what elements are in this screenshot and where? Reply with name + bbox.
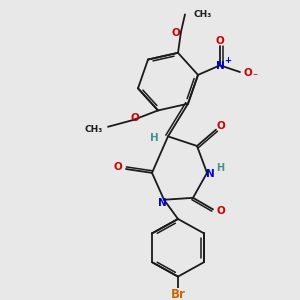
- Text: CH₃: CH₃: [85, 125, 103, 134]
- Text: O: O: [217, 206, 225, 216]
- Text: H: H: [216, 163, 224, 173]
- Text: N: N: [158, 198, 166, 208]
- Text: O: O: [216, 36, 224, 46]
- Text: O: O: [172, 28, 180, 38]
- Text: H: H: [150, 133, 158, 143]
- Text: CH₃: CH₃: [193, 10, 211, 19]
- Text: Br: Br: [171, 288, 185, 300]
- Text: O: O: [244, 68, 252, 78]
- Text: O: O: [130, 113, 140, 123]
- Text: O: O: [217, 121, 225, 131]
- Text: N: N: [216, 61, 224, 71]
- Text: +: +: [224, 56, 232, 65]
- Text: O: O: [114, 162, 122, 172]
- Text: N: N: [206, 169, 214, 179]
- Text: ⁻: ⁻: [252, 72, 258, 82]
